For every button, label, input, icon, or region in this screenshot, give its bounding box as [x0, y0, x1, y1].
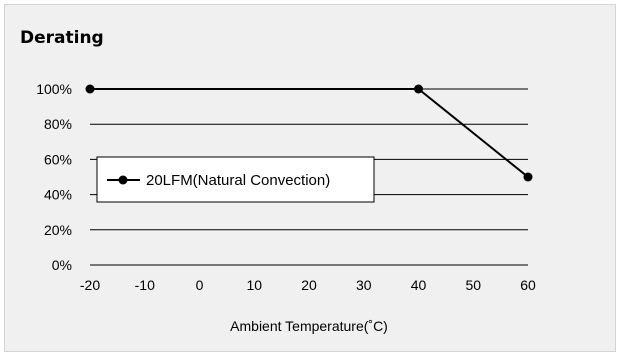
x-tick-label: 60 [520, 277, 536, 293]
legend-box [96, 156, 375, 203]
y-tick-labels: 0% 20% 40% 60% 80% 100% [36, 81, 72, 273]
x-tick-label: 50 [465, 277, 481, 293]
legend-marker [118, 175, 128, 185]
data-point [85, 84, 95, 94]
x-tick-label: 0 [196, 277, 204, 293]
x-tick-label: 20 [301, 277, 317, 293]
x-axis-label: Ambient Temperature(˚C) [230, 318, 388, 334]
y-tick-label: 0% [52, 257, 72, 273]
y-tick-label: 80% [44, 116, 72, 132]
x-tick-label: 10 [246, 277, 262, 293]
legend-label: 20LFM(Natural Convection) [146, 172, 330, 189]
y-tick-label: 40% [44, 187, 72, 203]
x-tick-label: -10 [135, 277, 155, 293]
data-point [523, 172, 533, 182]
chart-title: Derating [20, 28, 104, 48]
x-tick-label: 30 [356, 277, 372, 293]
series-layer [85, 84, 533, 182]
data-point [414, 84, 423, 94]
legend: 20LFM(Natural Convection) [96, 156, 375, 203]
x-tick-label: -20 [80, 277, 100, 293]
y-tick-label: 20% [44, 222, 72, 238]
x-tick-label: 40 [411, 277, 427, 293]
y-tick-label: 100% [36, 81, 72, 97]
y-tick-label: 60% [44, 151, 72, 167]
x-tick-labels: -20 -10 0 10 20 30 40 50 60 [80, 277, 536, 293]
